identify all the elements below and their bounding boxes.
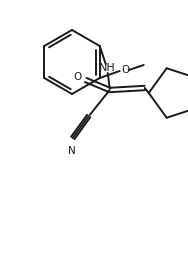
- Text: N: N: [68, 146, 76, 156]
- Text: NH: NH: [99, 63, 116, 73]
- Text: O: O: [122, 65, 130, 75]
- Text: O: O: [74, 72, 82, 82]
